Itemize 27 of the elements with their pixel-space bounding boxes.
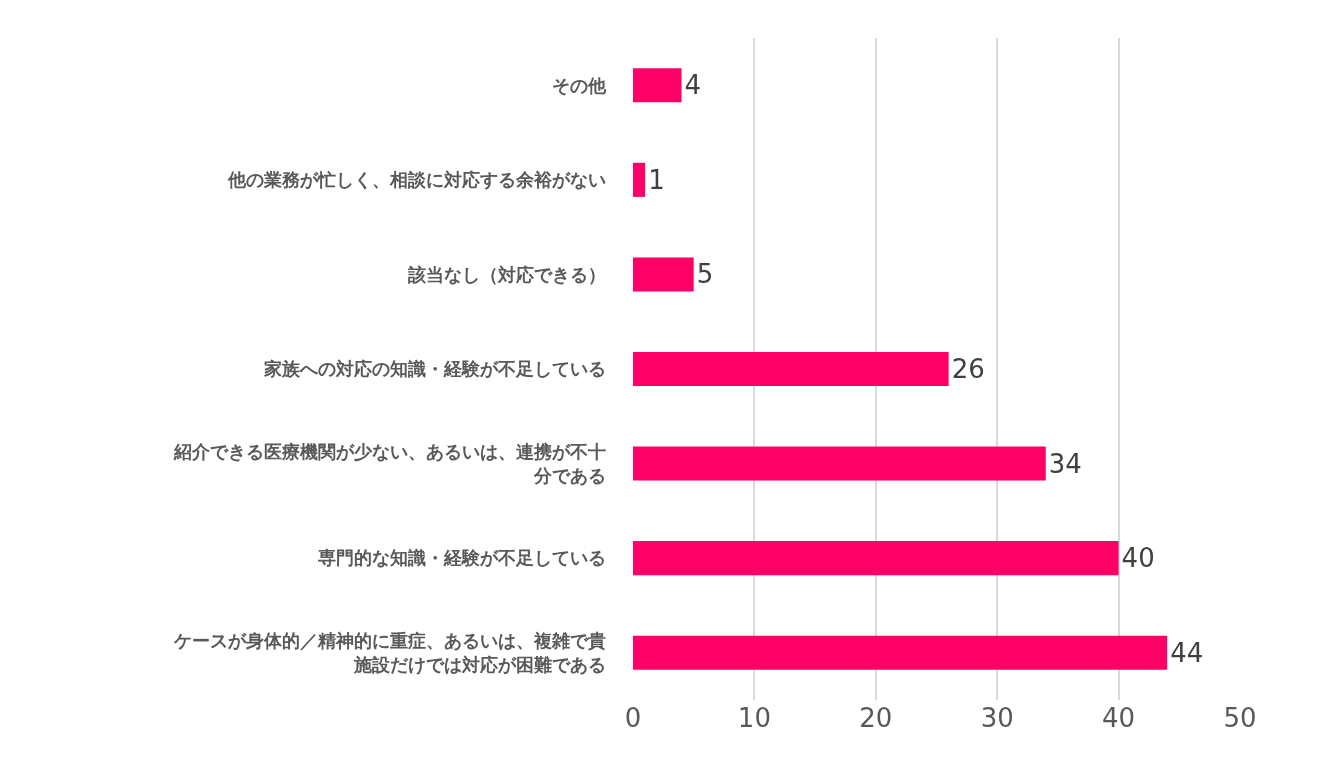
y-tick-label: 該当なし（対応できる） [407,263,606,285]
bar [633,351,949,387]
data-label: 40 [1121,543,1155,574]
data-label: 5 [696,259,714,290]
bar [633,68,682,103]
x-tick-label: 10 [737,703,771,733]
data-label: 44 [1170,637,1204,668]
y-tick-label: 専門的な知識・経験が不足している [317,547,606,569]
data-label: 1 [648,164,665,195]
y-tick-label: 家族への対応の知識・経験が不足している [263,358,606,380]
y-tick-label: 紹介できる医療機関が少ない、あるいは、連携が不十分である [173,441,606,486]
bar [633,635,1168,670]
bar [633,541,1119,576]
x-tick-label: 30 [980,703,1014,733]
x-tick-label: 40 [1102,703,1136,733]
x-tick-label: 20 [859,703,893,733]
bar [633,446,1046,481]
bar [633,257,694,292]
bar [633,162,646,197]
x-tick-label: 50 [1223,703,1257,733]
y-tick-label: ケースが身体的／精神的に重症、あるいは、複雑で貴施設だけでは対応が困難である [173,630,606,675]
data-label: 26 [951,354,985,384]
y-tick-label: その他 [552,74,607,96]
x-tick-label: 0 [624,703,642,733]
data-label: 34 [1048,448,1082,479]
y-tick-label: 他の業務が忙しく、相談に対応する余裕がない [227,169,606,191]
data-label: 4 [684,70,702,101]
